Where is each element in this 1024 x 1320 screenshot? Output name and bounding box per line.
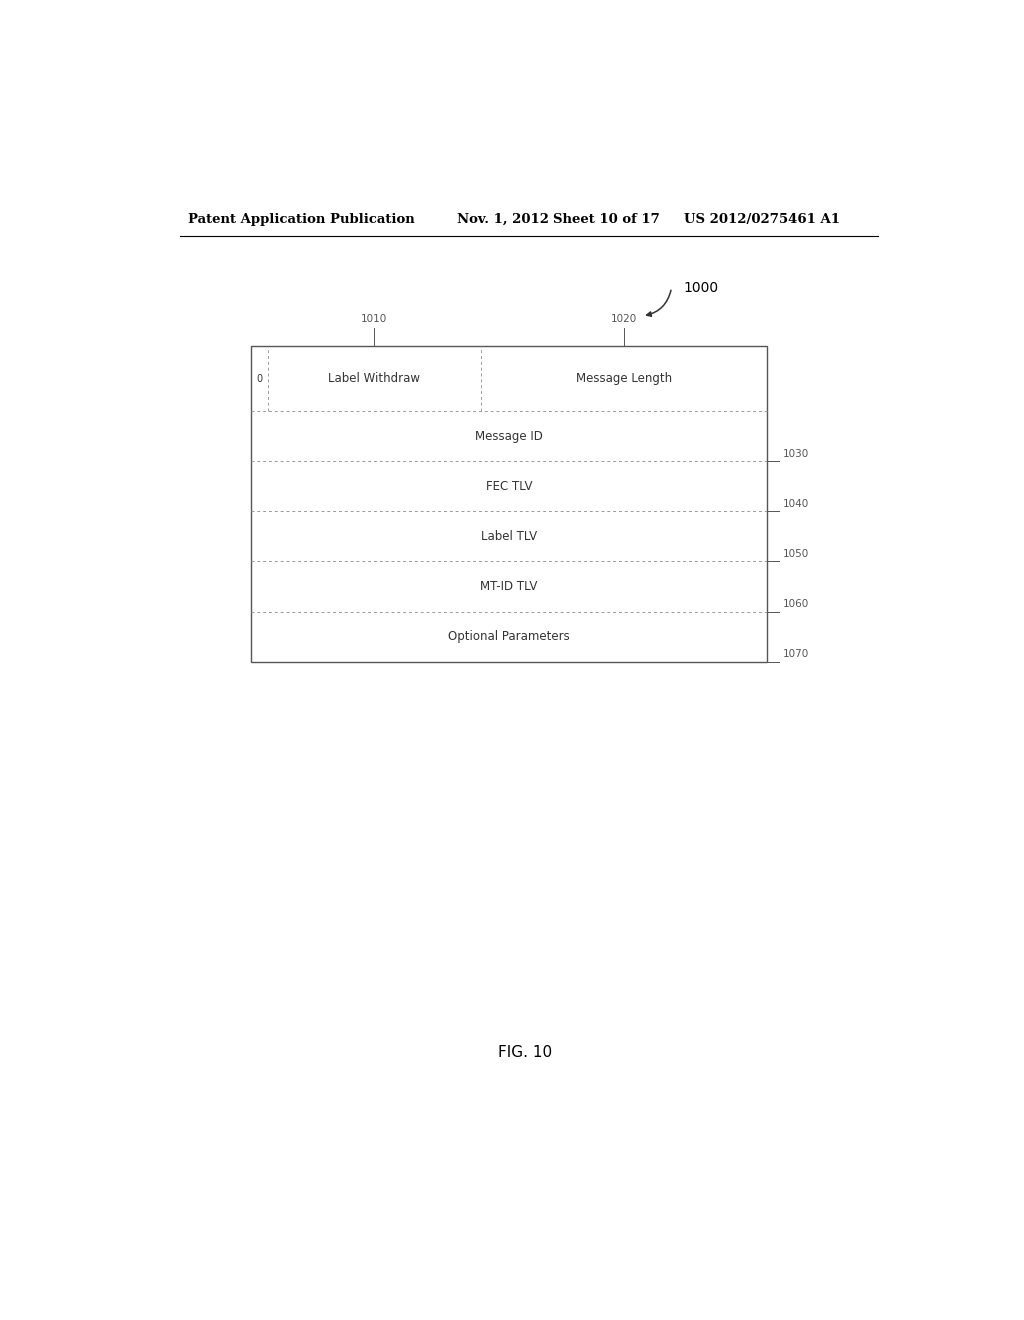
Text: 1070: 1070 [782,649,809,660]
Text: FIG. 10: FIG. 10 [498,1045,552,1060]
Text: Message ID: Message ID [475,430,543,444]
Text: Optional Parameters: Optional Parameters [449,630,569,643]
Text: 1040: 1040 [782,499,809,510]
Text: US 2012/0275461 A1: US 2012/0275461 A1 [684,213,840,226]
Text: MT-ID TLV: MT-ID TLV [480,579,538,593]
Text: 1050: 1050 [782,549,809,560]
Bar [251,346,767,661]
Text: 1020: 1020 [610,314,637,325]
Text: 1010: 1010 [361,314,387,325]
Text: Label Withdraw: Label Withdraw [329,372,420,385]
Text: FEC TLV: FEC TLV [485,480,532,492]
Text: 0: 0 [256,374,262,384]
Text: Nov. 1, 2012: Nov. 1, 2012 [458,213,549,226]
Text: 1060: 1060 [782,599,809,610]
Text: 1030: 1030 [782,449,809,459]
Text: Patent Application Publication: Patent Application Publication [187,213,415,226]
Text: Label TLV: Label TLV [481,531,537,543]
Text: Message Length: Message Length [575,372,672,385]
Text: 1000: 1000 [684,281,719,296]
Text: Sheet 10 of 17: Sheet 10 of 17 [553,213,659,226]
